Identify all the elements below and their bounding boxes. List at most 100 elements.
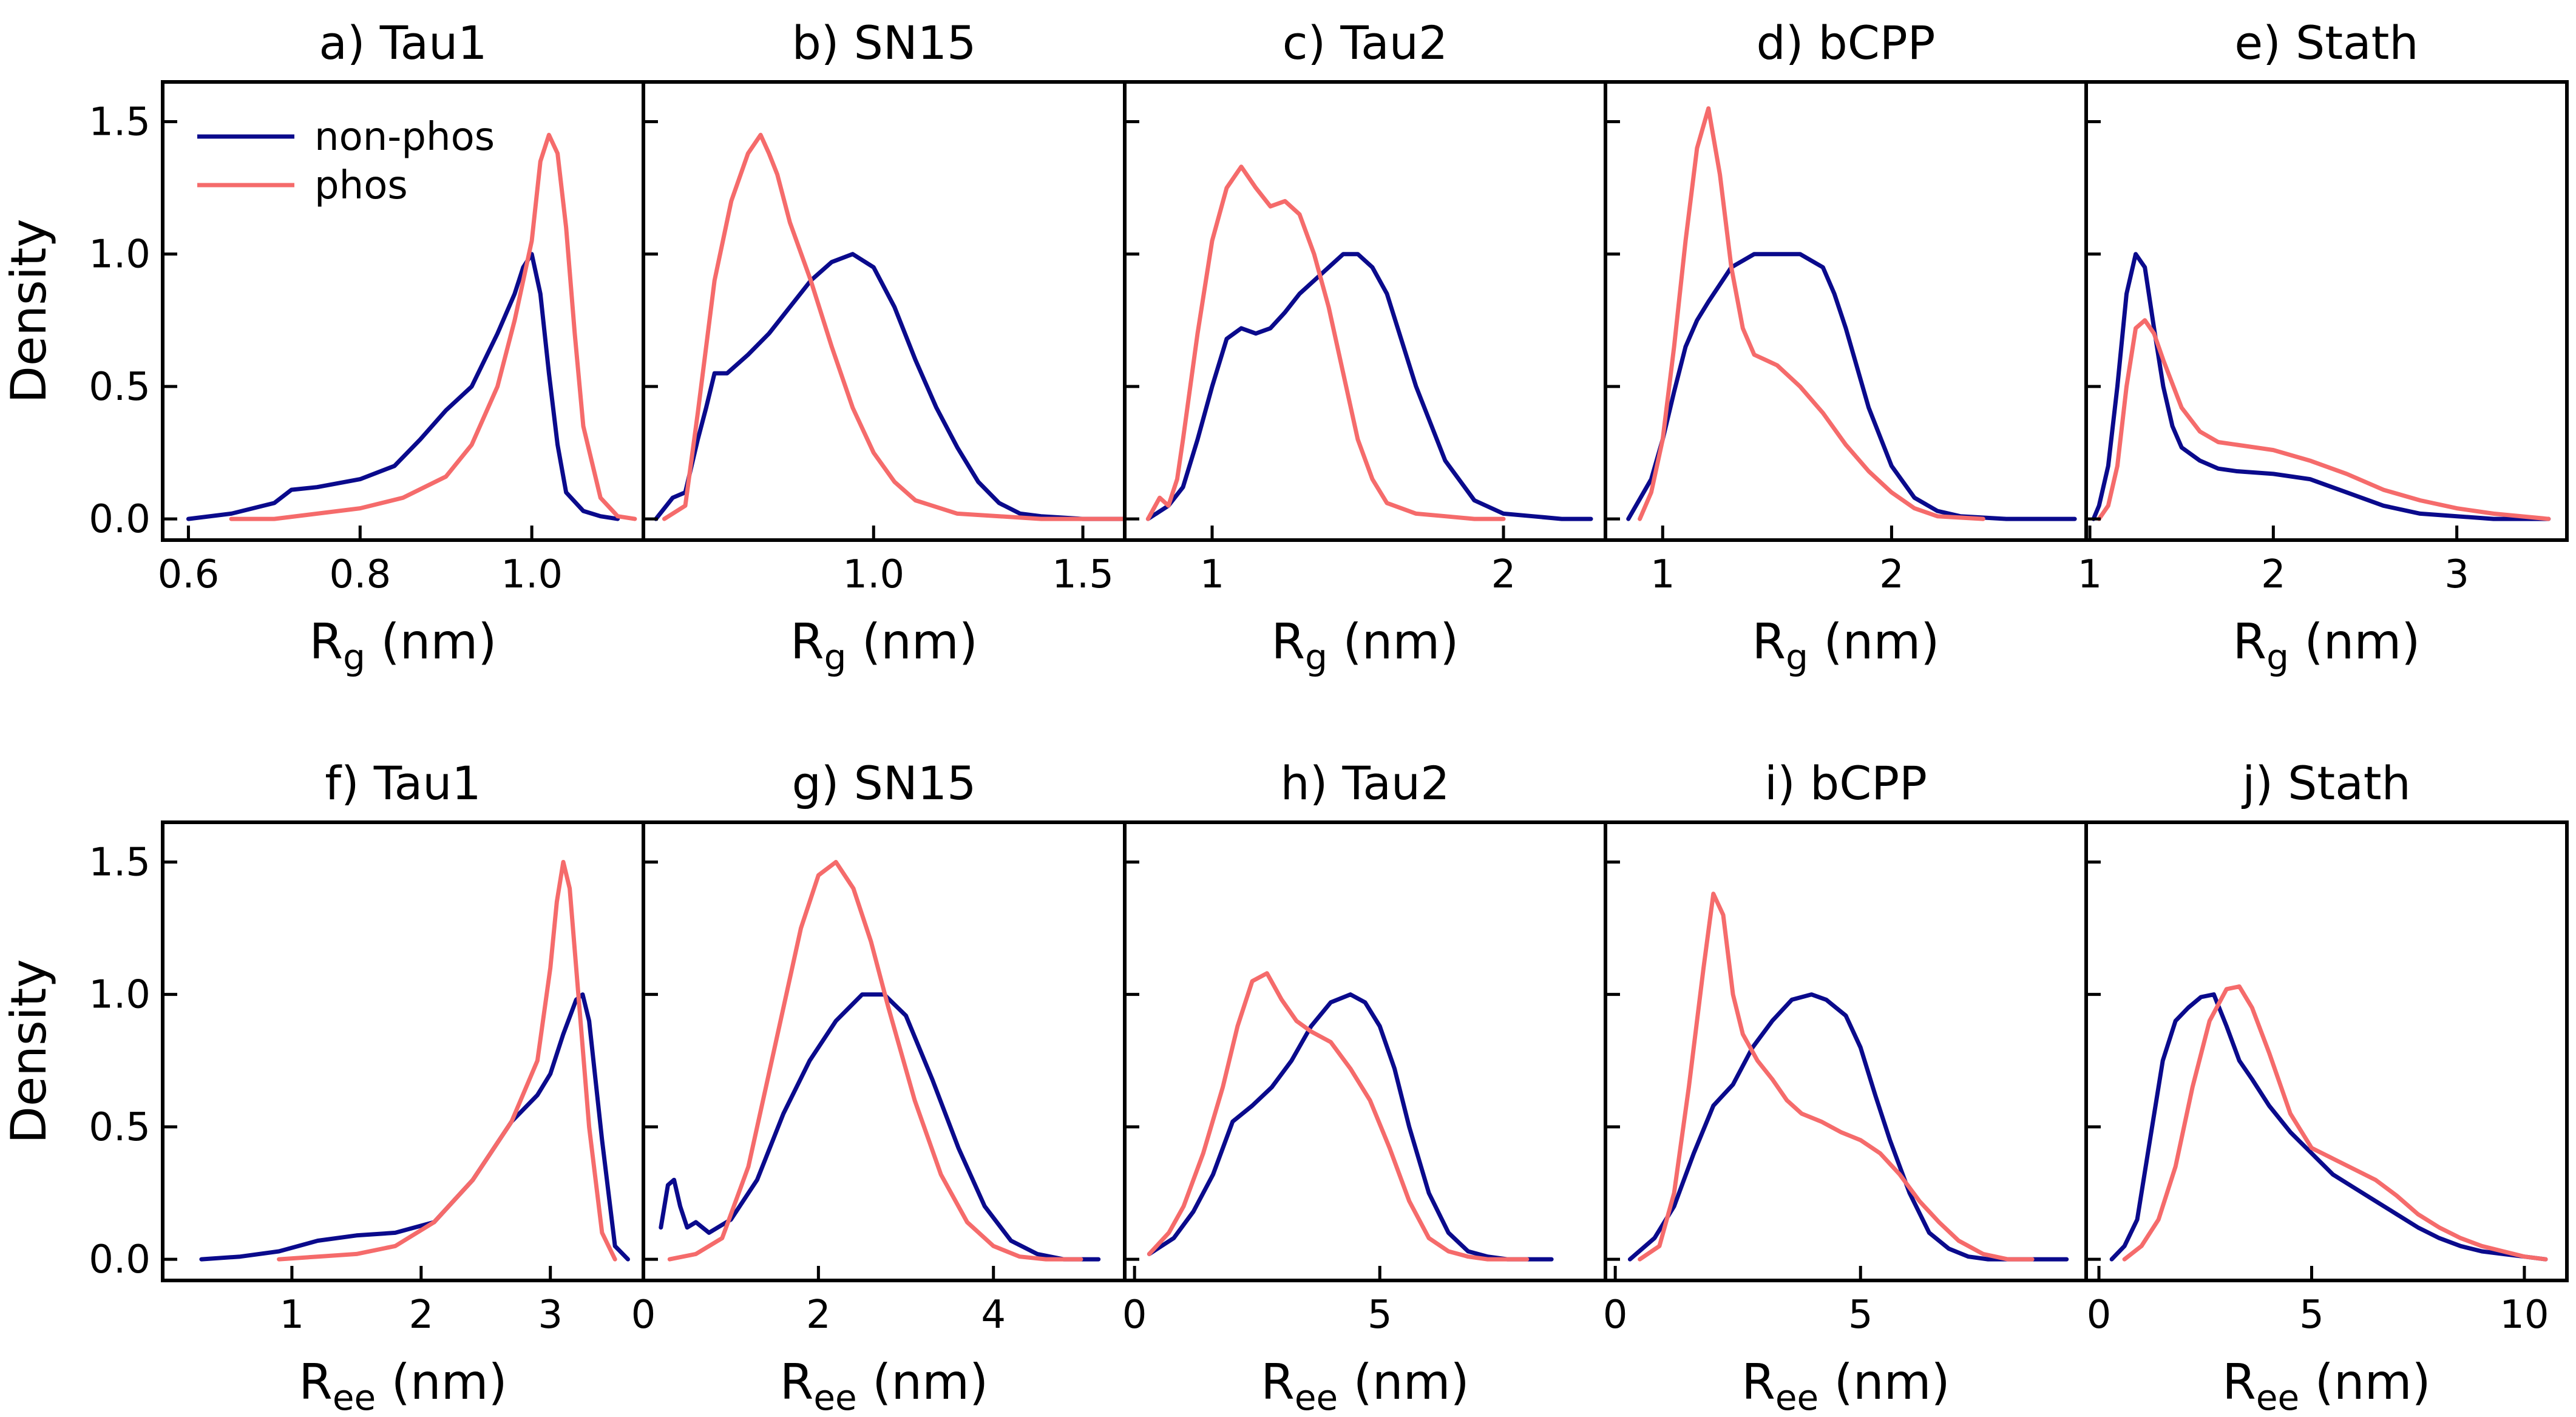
panel-h: 0 5 h) Tau2 Ree (nm) [1122,756,1607,1417]
x-axis-label-sub: g [343,637,365,678]
x-tick-label: 1.0 [501,552,563,597]
x-tick-label: 0 [1122,1293,1147,1338]
series-line-non-phos [199,992,630,1262]
x-axis-label-unit: (nm) [1818,1354,1950,1410]
x-axis-label-unit: (nm) [1808,614,1939,670]
x-axis-label: Ree (nm) [780,1354,988,1417]
series-line-phos [229,132,637,521]
axes-frame [1123,820,1607,1282]
x-axis-label-unit: (nm) [365,614,497,670]
x-axis-label: Rg (nm) [790,614,978,678]
x-axis-label-main: R [1741,1354,1775,1410]
series-line-phos [1147,971,1530,1262]
series-line-phos [2096,318,2551,521]
y-axis-label: Density [1,218,57,403]
x-tick-label: 0.8 [329,552,391,597]
x-axis-label-unit: (nm) [846,614,977,670]
x-axis-label: Ree (nm) [1741,1354,1950,1417]
panel-title: f) Tau1 [325,756,481,810]
series-line-non-phos [654,252,1125,521]
series-line-non-phos [2109,992,2548,1262]
x-tick-label: 2 [1879,552,1904,597]
x-tick-label: 5 [1848,1293,1873,1338]
x-tick-label: 2 [408,1293,433,1338]
panel-j: 0 5 10 j) Stath Ree (nm) [2084,756,2569,1417]
series-line-non-phos [1145,252,1593,521]
series-line-phos [1145,164,1506,521]
x-axis-label-sub: g [2266,637,2289,678]
series-line-non-phos [659,992,1101,1262]
x-axis-label-main: R [310,614,344,670]
x-axis-label: Rg (nm) [310,614,497,678]
x-axis-label-main: R [1272,614,1306,670]
x-axis-label-unit: (nm) [1327,614,1459,670]
x-tick-label: 0 [1603,1293,1628,1338]
x-axis-label-main: R [2233,614,2267,670]
x-axis-label: Rg (nm) [1752,614,1940,678]
x-axis-label-main: R [790,614,824,670]
series-line-phos [2122,984,2548,1262]
y-tick-label: 1.5 [89,840,151,885]
x-axis-label-sub: ee [1775,1377,1818,1417]
panel-title: b) SN15 [792,16,977,70]
x-tick-label: 1.0 [842,552,904,597]
x-axis-label: Ree (nm) [299,1354,507,1417]
x-axis-label-sub: g [1305,637,1327,678]
x-axis-label: Rg (nm) [2233,614,2421,678]
axes-frame [642,820,1127,1282]
series-line-phos [1638,891,2035,1262]
panel-g: 0 2 4 g) SN15 Ree (nm) [631,756,1127,1417]
y-tick-label: 0.5 [89,365,151,410]
series-line-non-phos [1627,992,2069,1262]
panel-title: i) bCPP [1764,756,1927,810]
x-tick-label: 1 [2078,552,2103,597]
x-axis-label: Rg (nm) [1272,614,1459,678]
x-axis-label-unit: (nm) [1338,1354,1469,1410]
y-tick-label: 0.0 [89,1237,151,1282]
x-axis-label-sub: ee [1295,1377,1338,1417]
x-tick-label: 0.6 [158,552,220,597]
x-tick-label: 1.5 [1052,552,1114,597]
series-line-phos [662,132,1125,521]
x-tick-label: 5 [2299,1293,2324,1338]
panel-title: g) SN15 [792,756,977,810]
x-axis-label: Ree (nm) [2222,1354,2430,1417]
axes-frame [1604,820,2088,1282]
panel-title: c) Tau2 [1283,16,1448,70]
axes-frame [2084,80,2569,542]
legend-label-non-phos: non-phos [314,115,495,160]
panel-b: 1.0 1.5 b) SN15 Rg (nm) [642,16,1127,678]
x-axis-label-sub: g [1786,637,1808,678]
panel-c: 1 2 c) Tau2 Rg (nm) [1123,16,1607,678]
x-tick-label: 1 [1650,552,1675,597]
x-tick-label: 10 [2500,1293,2549,1338]
x-tick-label: 2 [806,1293,831,1338]
panel-title: a) Tau1 [319,16,487,70]
series-line-phos [277,860,617,1262]
series-line-phos [1638,106,1985,521]
x-tick-label: 3 [538,1293,563,1338]
y-tick-label: 1.0 [89,973,151,1018]
x-tick-label: 2 [1491,552,1516,597]
x-tick-label: 0 [631,1293,656,1338]
panel-title: d) bCPP [1756,16,1935,70]
x-axis-label-unit: (nm) [857,1354,988,1410]
x-axis-label-main: R [2222,1354,2256,1410]
axes-frame [2084,820,2569,1282]
x-tick-label: 0 [2087,1293,2112,1338]
y-tick-label: 0.0 [89,497,151,542]
y-axis-label: Density [1,959,57,1143]
x-tick-label: 1 [280,1293,305,1338]
x-axis-label-unit: (nm) [2299,1354,2430,1410]
panel-a: 0.0 0.5 1.0 1.5 0.6 0.8 1.0 a) Tau1 Rg (nm) Densi… [1,16,645,678]
axes-frame [1123,80,1607,542]
panel-title: h) Tau2 [1281,756,1450,810]
x-tick-label: 2 [2261,552,2286,597]
x-axis-label-main: R [1752,614,1786,670]
x-tick-label: 3 [2444,552,2469,597]
x-axis-label-unit: (nm) [2289,614,2420,670]
series-line-non-phos [1626,252,2077,521]
panel-e: 1 2 3 e) Stath Rg (nm) [2078,16,2569,678]
y-tick-label: 0.5 [89,1105,151,1150]
